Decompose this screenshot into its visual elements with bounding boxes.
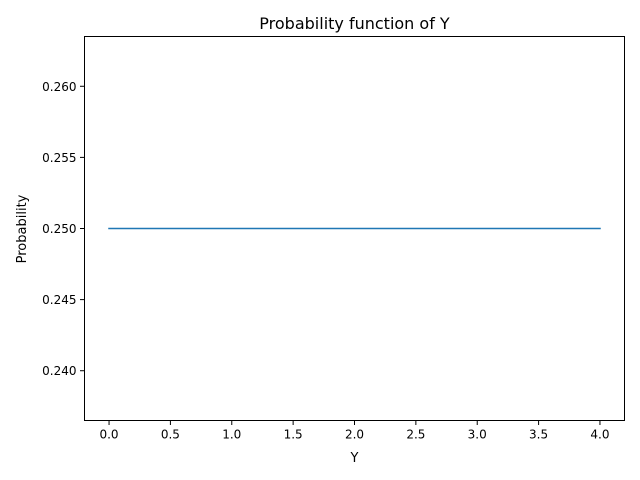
x-tick-label: 1.5 (284, 428, 303, 442)
x-tick-label: 2.0 (345, 428, 364, 442)
y-tick-label: 0.260 (42, 80, 76, 94)
x-tick-label: 0.0 (99, 428, 118, 442)
x-axis-label: Y (350, 451, 359, 466)
x-tick-label: 0.5 (161, 428, 180, 442)
plot-area (84, 36, 625, 421)
x-tick-label: 3.0 (468, 428, 487, 442)
x-tick-label: 3.5 (529, 428, 548, 442)
y-tick-label: 0.255 (42, 151, 76, 165)
chart-title: Probability function of Y (259, 14, 450, 33)
y-tick-label: 0.250 (42, 222, 76, 236)
x-tick-label: 4.0 (590, 428, 609, 442)
x-tick-label: 2.5 (406, 428, 425, 442)
x-axis: 0.0 0.5 1.0 1.5 2.0 2.5 3.0 3.5 4.0 (99, 420, 610, 442)
x-tick-label: 1.0 (222, 428, 241, 442)
y-axis: 0.240 0.245 0.250 0.255 0.260 (42, 80, 85, 378)
y-tick-label: 0.245 (42, 293, 76, 307)
y-axis-label: Probability (15, 194, 30, 263)
y-tick-label: 0.240 (42, 364, 76, 378)
